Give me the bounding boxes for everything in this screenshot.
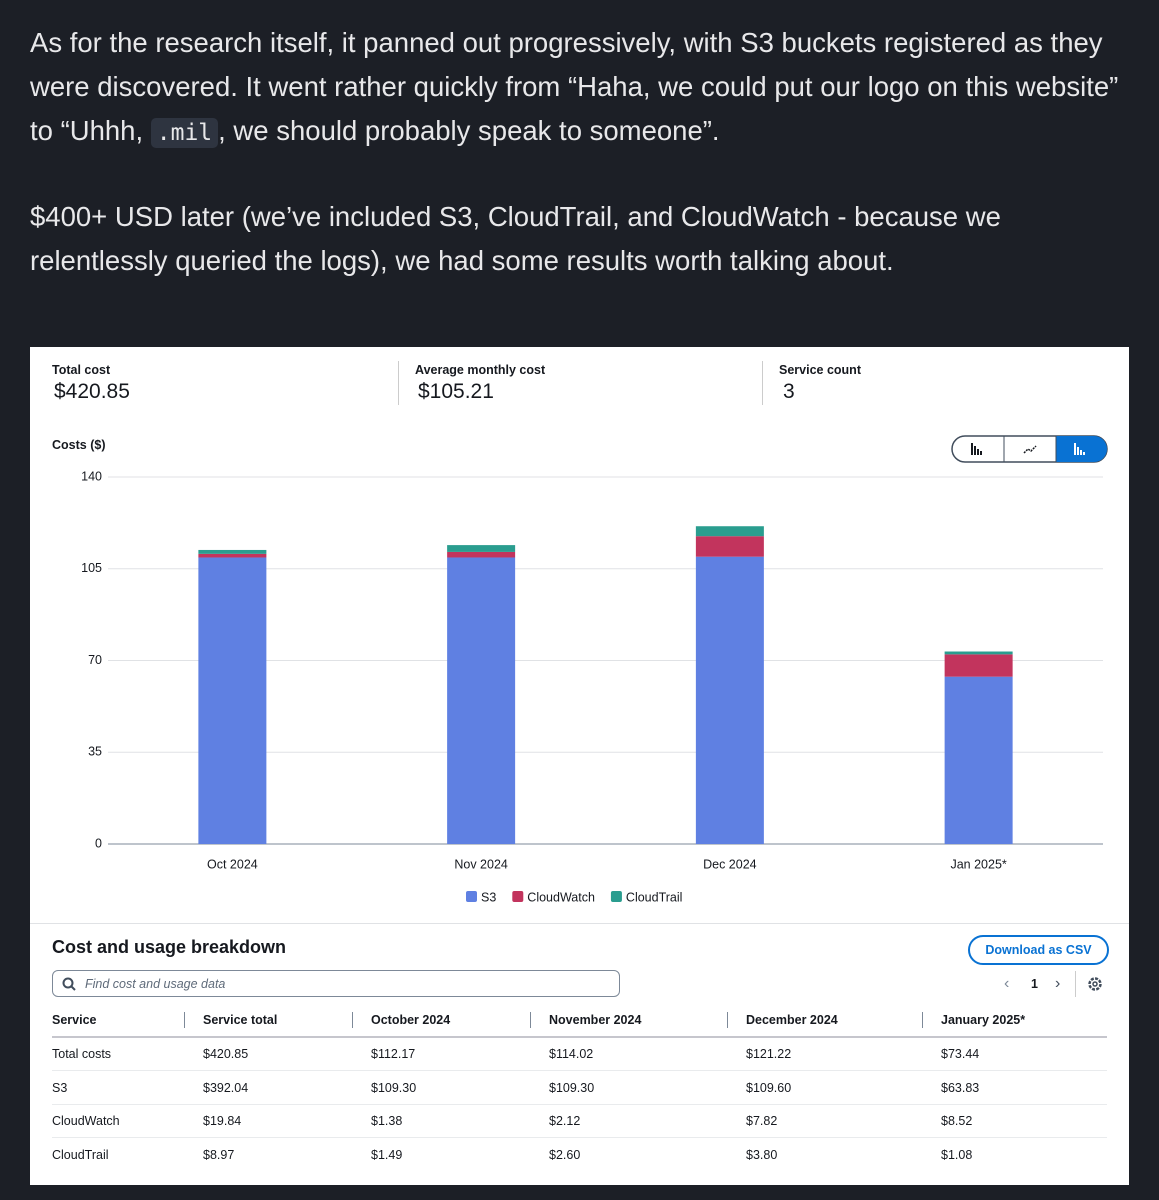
y-axis-label: Costs ($) [52, 438, 106, 452]
y-tick-label: 35 [88, 745, 102, 759]
table-cell: $2.60 [549, 1148, 581, 1162]
table-cell: $8.97 [203, 1148, 235, 1162]
table-cell: $1.08 [941, 1148, 973, 1162]
bar-segment [695, 526, 764, 537]
divider [762, 361, 763, 405]
x-tick-label: Nov 2024 [454, 857, 508, 871]
legend-swatch [512, 891, 524, 902]
table-cell: Total costs [52, 1047, 112, 1061]
y-tick-label: 70 [88, 653, 102, 667]
prev-page[interactable]: ‹ [1004, 975, 1010, 992]
table-cell: $73.44 [941, 1047, 980, 1061]
x-tick-label: Jan 2025* [950, 857, 1006, 871]
paragraph: $400+ USD later (we’ve included S3, Clou… [30, 201, 1001, 276]
y-tick-label: 0 [95, 836, 102, 850]
summary-label: Total cost [52, 363, 111, 377]
bar-segment [695, 556, 764, 844]
table-cell: $1.38 [371, 1114, 403, 1128]
table-cell: $109.60 [746, 1081, 792, 1095]
paragraph: As for the research itself, it panned ou… [30, 21, 1130, 155]
table-cell: $1.49 [371, 1148, 403, 1162]
legend-swatch [610, 891, 622, 902]
search-input[interactable]: Find cost and usage data [52, 970, 620, 997]
table-cell: CloudWatch [52, 1114, 120, 1128]
column-header: November 2024 [549, 1013, 642, 1027]
bar-segment [944, 651, 1013, 655]
table-cell: $109.30 [371, 1081, 417, 1095]
settings-icon[interactable] [1087, 976, 1103, 992]
inline-code: .mil [150, 118, 219, 148]
column-header: Service [52, 1013, 97, 1027]
bar-segment [447, 545, 516, 552]
chart: 0 35 70 105 140 Oct 2024 Nov 2024 Dec 2024 Jan 2… [81, 469, 1103, 904]
summary-value: 3 [783, 380, 795, 403]
table-cell: $121.22 [746, 1047, 792, 1061]
section-title: Cost and usage breakdown [52, 937, 287, 957]
column-divider [727, 1012, 728, 1028]
row-divider [52, 1104, 1107, 1105]
bar-segment [944, 676, 1013, 844]
chart-type-toggle[interactable] [951, 435, 1109, 465]
legend-label: S3 [481, 890, 496, 904]
search-placeholder: Find cost and usage data [85, 977, 226, 991]
legend-label: CloudWatch [527, 890, 595, 904]
bar-segment [198, 553, 267, 558]
y-tick-label: 105 [81, 561, 102, 575]
bar-segment [198, 549, 267, 554]
summary-value: $420.85 [54, 380, 130, 403]
table-cell: S3 [52, 1081, 68, 1095]
table-cell: $114.02 [549, 1047, 594, 1061]
column-divider [922, 1012, 923, 1028]
bar-segment [695, 536, 764, 557]
search-icon [62, 977, 76, 991]
cost-panel: Total cost $420.85 Average monthly cost … [30, 347, 1129, 1185]
x-tick-label: Dec 2024 [703, 857, 757, 871]
header-divider [52, 1036, 1107, 1038]
table-cell: $3.80 [746, 1148, 778, 1162]
table-cell: $420.85 [203, 1047, 249, 1061]
table-cell: $112.17 [371, 1047, 416, 1061]
table-cell: $63.83 [941, 1081, 980, 1095]
table-cell: $109.30 [549, 1081, 595, 1095]
divider [1075, 971, 1076, 997]
divider [30, 923, 1129, 924]
x-tick-label: Oct 2024 [207, 857, 258, 871]
column-header: December 2024 [746, 1013, 838, 1027]
legend-swatch [466, 891, 477, 902]
table-cell: $8.52 [941, 1114, 973, 1128]
column-header: Service total [203, 1013, 278, 1027]
summary-label: Service count [779, 363, 861, 377]
text: As for the research itself, it panned ou… [30, 27, 1119, 146]
summary-label: Average monthly cost [415, 363, 546, 377]
bar-segment [447, 551, 516, 558]
next-page[interactable]: › [1055, 975, 1061, 992]
row-divider [52, 1070, 1107, 1071]
column-divider [530, 1012, 531, 1028]
bar-segment [447, 557, 516, 844]
column-divider [184, 1012, 185, 1028]
legend-label: CloudTrail [626, 890, 683, 904]
y-tick-label: 140 [81, 469, 102, 483]
column-divider [352, 1012, 353, 1028]
table-cell: $19.84 [203, 1114, 242, 1128]
bar-segment [944, 654, 1013, 677]
column-header: October 2024 [371, 1013, 451, 1027]
table-cell: CloudTrail [52, 1148, 109, 1162]
column-header: January 2025* [941, 1013, 1026, 1027]
page-number[interactable]: 1 [1031, 977, 1038, 991]
table-cell: $7.82 [746, 1114, 778, 1128]
bar-segment [198, 557, 267, 844]
summary-value: $105.21 [418, 380, 494, 403]
table-cell: $392.04 [203, 1081, 249, 1095]
table-cell: $2.12 [549, 1114, 581, 1128]
text: , we should probably speak to someone”. [218, 115, 720, 146]
row-divider [52, 1137, 1107, 1138]
divider [398, 361, 399, 405]
download-button[interactable]: Download as CSV [968, 935, 1109, 965]
